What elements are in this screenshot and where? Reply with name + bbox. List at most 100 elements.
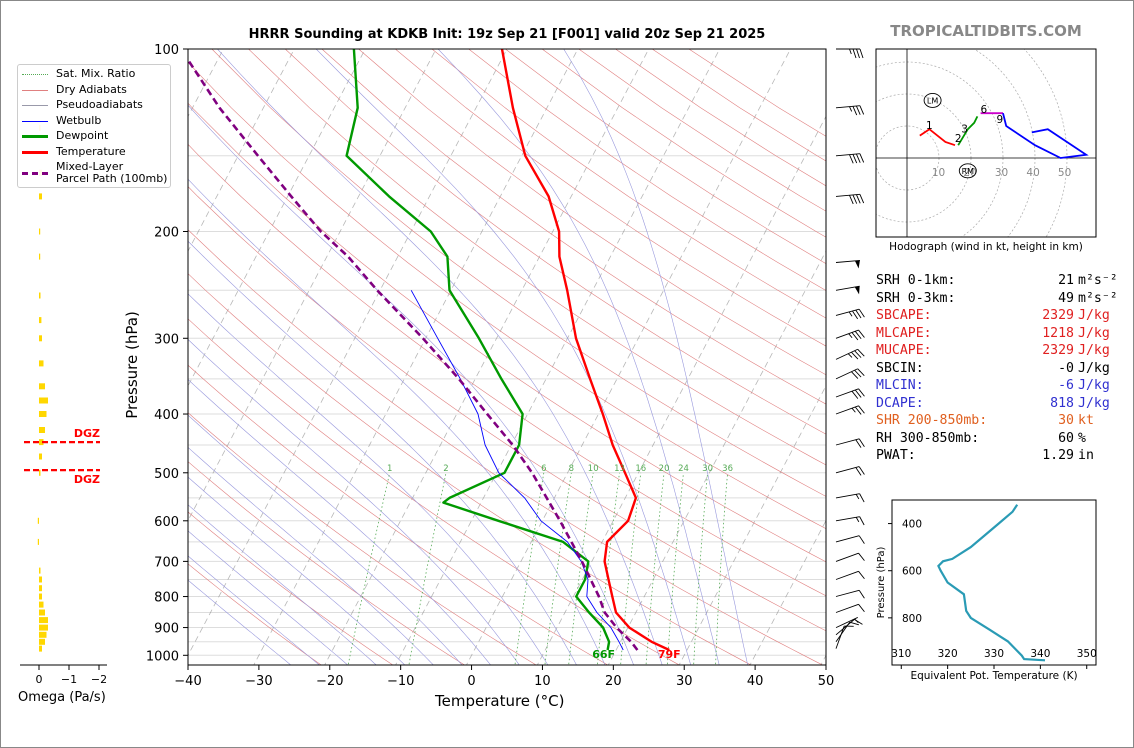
hodograph-marker — [958, 163, 977, 179]
omega-bar — [37, 538, 39, 545]
omega-bar — [39, 439, 44, 446]
mixing-ratio-line — [666, 472, 684, 665]
isotherm-line — [188, 49, 437, 522]
stat-row: MUCAPE: 2329 J/kg — [876, 342, 1118, 360]
legend-label: Temperature — [56, 145, 126, 158]
y-tick-label: 600 — [154, 515, 179, 530]
omega-bar — [39, 585, 42, 592]
dry-adiabat — [188, 102, 826, 563]
pseudoadiabat — [188, 446, 434, 665]
stat-label: MUCAPE: — [876, 343, 932, 358]
isotherm-line — [395, 49, 721, 665]
stat-value: 1218 — [1042, 325, 1074, 341]
y-tick-label: 900 — [154, 622, 179, 637]
stat-label: RH 300-850mb: — [876, 430, 980, 446]
wind-barb — [835, 621, 859, 643]
stat-value: -6 — [1058, 378, 1074, 393]
wind-barb — [835, 570, 865, 580]
isotherm-line — [536, 115, 826, 665]
pseudoadiabat — [188, 504, 377, 665]
omega-bar — [39, 576, 42, 583]
y-axis-title: Pressure (hPa) — [123, 311, 141, 419]
stat-row: SRH 0-1km: 21 m²s⁻² — [876, 272, 1118, 290]
stat-row: RH 300-850mb: 60% — [876, 430, 1118, 448]
omega-bar — [39, 411, 47, 417]
legend-item-dewpoint: Dewpoint — [22, 130, 108, 142]
dry-adiabat — [321, 49, 826, 405]
omega-tick-label: −2 — [91, 673, 107, 686]
dry-adiabat — [188, 461, 466, 665]
wind-barb — [835, 308, 865, 320]
mixing-ratio-label: 16 — [635, 464, 646, 474]
pseudoadiabat — [188, 530, 349, 665]
hodograph-height-label: 1 — [926, 120, 933, 132]
wind-barb — [835, 438, 865, 448]
dry-adiabat — [211, 49, 826, 497]
hodograph-marker — [923, 92, 942, 108]
omega-bar — [39, 360, 44, 367]
mixing-ratio-line — [514, 472, 545, 665]
hodograph-trace — [957, 115, 979, 146]
omega-bar — [39, 427, 45, 433]
theta-e-x-tick-label: 310 — [891, 648, 911, 660]
mixing-ratio-line — [596, 472, 620, 665]
stat-unit: J/kg — [1078, 343, 1110, 358]
dry-adiabat — [284, 49, 826, 435]
hodograph-caption: Hodograph (wind in kt, height in km) — [889, 241, 1083, 253]
stat-label: SBCIN: — [876, 360, 924, 376]
omega-bar — [39, 624, 48, 631]
dry-adiabat — [188, 364, 609, 665]
hodograph-marker-label: LM — [927, 96, 938, 105]
mixing-ratio-label: 36 — [722, 464, 733, 474]
x-axis-title: Temperature (°C) — [435, 692, 565, 710]
hodograph-height-label: 2 — [955, 133, 962, 145]
dry-adiabat — [188, 511, 394, 665]
hodograph-marker-label: RM — [962, 167, 975, 176]
pseudoadiabat — [188, 476, 406, 665]
wind-barb — [835, 105, 865, 116]
omega-bar — [39, 631, 47, 638]
pseudoadiabat — [188, 178, 606, 665]
pseudoadiabat — [188, 579, 292, 665]
wind-barb — [836, 48, 864, 59]
y-tick-label: 300 — [154, 332, 179, 347]
legend-swatch — [22, 73, 48, 75]
omega-bar — [39, 317, 42, 324]
stat-value: -0 — [1058, 360, 1074, 376]
stat-value: 21 — [1058, 273, 1074, 288]
pseudoadiabat — [188, 339, 520, 665]
stat-unit: in — [1078, 448, 1094, 463]
omega-axis-title: Omega (Pa/s) — [18, 690, 106, 705]
y-tick-label: 700 — [154, 555, 179, 570]
x-tick-label: 10 — [534, 674, 551, 689]
surface-temperature-label: 79F — [658, 648, 681, 661]
surface-dewpoint-label: 66F — [592, 648, 615, 661]
theta-e-frame — [891, 499, 1097, 666]
x-tick-label: −20 — [316, 674, 343, 689]
wind-barb — [835, 153, 865, 164]
legend-swatch — [22, 120, 48, 122]
dry-adiabat — [188, 186, 826, 632]
omega-bar — [39, 193, 42, 200]
wind-barb — [835, 535, 865, 544]
x-tick-label: 40 — [747, 674, 764, 689]
omega-bar — [39, 453, 42, 460]
mixing-ratio-line — [620, 472, 642, 665]
pseudoadiabat — [563, 49, 748, 665]
stat-row: PWAT: 1.29 in — [876, 447, 1118, 465]
stats-table: SRH 0-1km: 21 m²s⁻² SRH 0-3km: 49 m²s⁻² SBCAPE… — [876, 272, 1118, 465]
isotherm-line — [188, 49, 295, 252]
stat-label: SBCAPE: — [876, 308, 932, 323]
wind-barb — [835, 405, 865, 415]
legend-item-wetbulb: Wetbulb — [22, 115, 101, 127]
x-tick-label: −40 — [174, 674, 201, 689]
y-tick-label: 500 — [154, 467, 179, 482]
theta-e-x-tick-label: 330 — [984, 648, 1004, 660]
theta-e-x-tick-label: 340 — [1030, 648, 1050, 660]
dgz-label: DGZ — [74, 427, 100, 440]
wind-barb — [835, 259, 860, 269]
mixing-ratio-label: 30 — [702, 464, 713, 474]
x-tick-label: 50 — [818, 674, 835, 689]
legend-swatch — [22, 150, 48, 154]
pseudoadiabat — [188, 555, 320, 665]
